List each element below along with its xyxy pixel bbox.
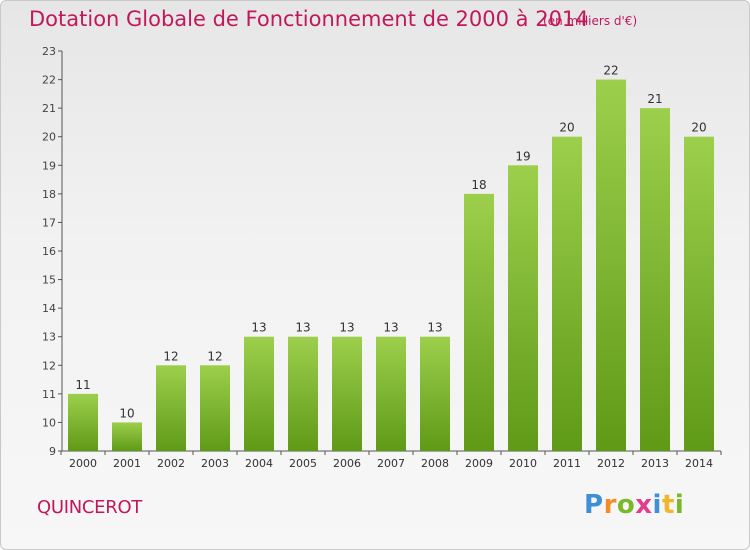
y-tick-label: 17 [42, 216, 56, 229]
bar-value-label: 13 [339, 321, 354, 335]
y-tick-label: 9 [49, 445, 56, 458]
x-tick-label: 2014 [685, 457, 713, 470]
x-tick-label: 2005 [289, 457, 317, 470]
x-tick-label: 2012 [597, 457, 625, 470]
x-tick-label: 2013 [641, 457, 669, 470]
x-tick-label: 2009 [465, 457, 493, 470]
bar [200, 365, 230, 451]
x-tick-label: 2010 [509, 457, 537, 470]
x-tick-label: 2002 [157, 457, 185, 470]
bar-value-label: 10 [119, 406, 134, 420]
chart-subtitle: (en milliers d'€) [543, 14, 638, 28]
x-tick-label: 2006 [333, 457, 361, 470]
bar [508, 165, 538, 452]
y-tick-label: 20 [42, 131, 56, 144]
bar-value-label: 13 [295, 321, 310, 335]
bar [112, 422, 142, 451]
x-tick-label: 2003 [201, 457, 229, 470]
bar [288, 336, 318, 451]
bar [332, 336, 362, 451]
y-tick-label: 14 [42, 302, 56, 315]
y-tick-label: 19 [42, 159, 56, 172]
bar-value-label: 12 [207, 349, 222, 363]
bar [376, 336, 406, 451]
y-tick-label: 12 [42, 359, 56, 372]
y-tick-label: 21 [42, 102, 56, 115]
commune-name: QUINCEROT [37, 497, 143, 518]
bar-value-label: 12 [163, 349, 178, 363]
bar [244, 336, 274, 451]
bar-value-label: 21 [647, 92, 662, 106]
bar-value-label: 20 [559, 121, 574, 135]
proxiti-logo[interactable]: Proxiti [584, 490, 685, 520]
bar-value-label: 18 [471, 178, 486, 192]
y-tick-label: 15 [42, 274, 56, 287]
bar [464, 193, 494, 451]
bar [596, 79, 626, 452]
bar [420, 336, 450, 451]
y-tick-label: 16 [42, 245, 56, 258]
y-tick-label: 23 [42, 45, 56, 58]
bar-value-label: 20 [691, 121, 706, 135]
x-tick-label: 2000 [69, 457, 97, 470]
x-tick-label: 2004 [245, 457, 273, 470]
y-tick-label: 11 [42, 388, 56, 401]
bar [156, 365, 186, 451]
bar [640, 108, 670, 452]
bar-value-label: 19 [515, 149, 530, 163]
y-tick-label: 13 [42, 331, 56, 344]
y-tick-label: 10 [42, 416, 56, 429]
bar [552, 136, 582, 451]
bar-value-label: 22 [603, 64, 618, 78]
x-tick-label: 2007 [377, 457, 405, 470]
y-tick-label: 18 [42, 188, 56, 201]
bar [684, 136, 714, 451]
bar-value-label: 13 [383, 321, 398, 335]
bar-value-label: 13 [251, 321, 266, 335]
x-tick-label: 2008 [421, 457, 449, 470]
bar-value-label: 11 [75, 378, 90, 392]
bar-value-label: 13 [427, 321, 442, 335]
x-tick-label: 2011 [553, 457, 581, 470]
x-tick-label: 2001 [113, 457, 141, 470]
bar [68, 393, 98, 451]
y-tick-label: 22 [42, 74, 56, 87]
chart-title: Dotation Globale de Fonctionnement de 20… [29, 7, 589, 31]
